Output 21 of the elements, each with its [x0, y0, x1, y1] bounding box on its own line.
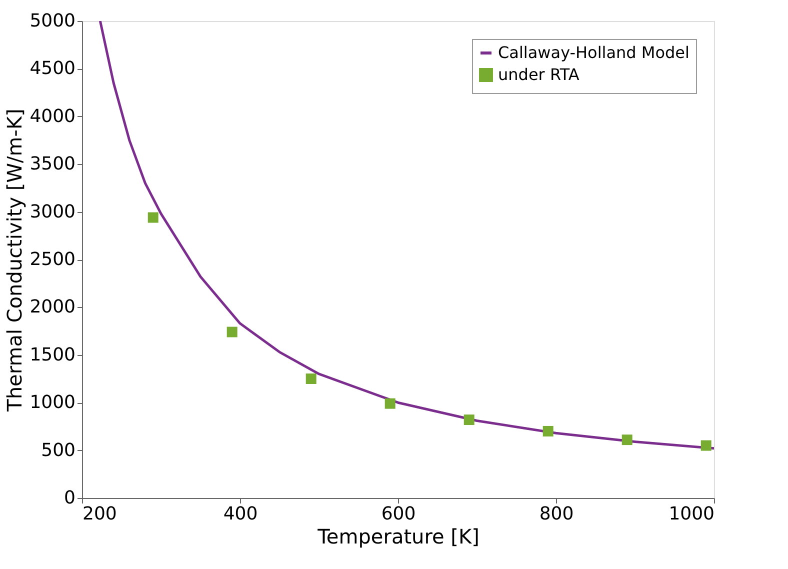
y-tick-label: 4000: [30, 106, 76, 127]
line-series: [98, 21, 714, 450]
x-axis-title: Temperature [K]: [316, 524, 480, 548]
x-tick-label: 600: [381, 504, 416, 524]
y-tick-label: 2500: [30, 249, 76, 270]
y-tick-label: 3500: [30, 154, 76, 175]
y-tick-label: 2000: [30, 296, 76, 318]
x-tick-label: 800: [539, 504, 574, 524]
y-tick-label: 500: [41, 440, 76, 461]
legend-label: under RTA: [498, 65, 580, 84]
y-tick-label: 1000: [30, 392, 76, 414]
y-tick-label: 3000: [30, 201, 76, 222]
x-tick-label: 1000: [668, 504, 714, 524]
y-tick-label: 5000: [30, 10, 76, 32]
x-tick-label: 200: [82, 504, 117, 524]
y-tick-label: 0: [64, 488, 76, 508]
y-tick-label: 4500: [30, 58, 76, 80]
legend-label: Callaway-Holland Model: [498, 43, 690, 62]
y-axis-title: Thermal Conductivity [W/m-K]: [2, 108, 27, 412]
x-tick-label: 400: [223, 504, 258, 524]
y-tick-label: 1500: [30, 344, 76, 366]
